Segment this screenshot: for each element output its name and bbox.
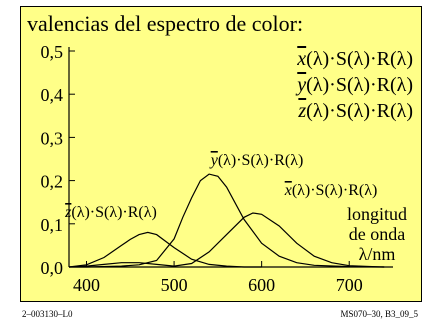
x-tick-label: 400 — [73, 275, 100, 295]
y-tick-label: 0,5 — [41, 42, 64, 62]
y-tick-label: 0,4 — [41, 85, 64, 105]
y-tick-label: 0,3 — [41, 128, 64, 148]
series-line-x — [68, 212, 385, 268]
spectral-valence-chart: valencias del espectro de color: 0,0 0,1 0,… — [27, 11, 413, 295]
chart-panel: valencias del espectro de color: 0,0 0,1 0,… — [20, 6, 422, 302]
series-line-y — [69, 173, 385, 268]
x-axis-label-line: de onda — [349, 224, 405, 244]
y-tick-label: 0,0 — [41, 258, 64, 278]
x-axis-label-line: longitud — [347, 204, 407, 224]
legend-entry-x: x(λ)·S(λ)·R(λ) — [296, 48, 413, 70]
y-tick-label: 0,1 — [41, 215, 64, 235]
series-label-y: y(λ)·S(λ)·R(λ) — [209, 152, 304, 169]
footer-right-code: MS070–30, B3_09_5 — [340, 309, 418, 319]
y-tick-label: 0,2 — [41, 172, 64, 192]
series-line-z — [68, 231, 262, 268]
x-tick-label: 600 — [248, 275, 275, 295]
series-label-x: x(λ)·S(λ)·R(λ) — [284, 182, 378, 199]
x-axis-label-line: λ/nm — [359, 244, 396, 264]
footer-left-code: 2–003130–L0 — [22, 309, 73, 319]
legend-entry-z: z(λ)·S(λ)·R(λ) — [297, 100, 413, 122]
series-label-z: z(λ)·S(λ)·R(λ) — [64, 204, 157, 221]
chart-title: valencias del espectro de color: — [27, 11, 303, 36]
x-tick-label: 700 — [336, 275, 363, 295]
legend-entry-y: y(λ)·S(λ)·R(λ) — [295, 74, 413, 96]
x-tick-label: 500 — [161, 275, 188, 295]
